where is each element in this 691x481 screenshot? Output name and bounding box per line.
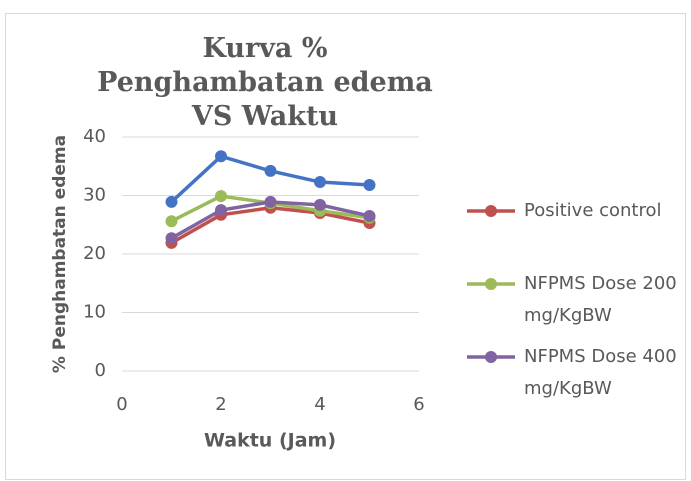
data-point — [165, 215, 178, 228]
y-axis-label: % Penghambatan edema — [50, 135, 70, 373]
data-point — [215, 204, 227, 217]
legend-label: Positive control — [524, 200, 662, 221]
y-tick-label: 0 — [95, 360, 106, 381]
legend-label: NFPMS Dose 400 mg/KgBW — [524, 346, 677, 399]
x-tick-label: 4 — [314, 394, 325, 415]
data-point — [215, 190, 227, 203]
y-tick-label: 30 — [83, 185, 106, 206]
x-tick-label: 6 — [413, 394, 424, 415]
legend-marker — [485, 351, 497, 363]
x-axis-label: Waktu (Jam) — [204, 430, 336, 452]
chart-frame — [5, 13, 686, 480]
data-point — [363, 209, 376, 222]
legend-label: NFPMS Dose 200 mg/KgBW — [524, 273, 677, 326]
y-tick-label: 10 — [83, 302, 106, 323]
data-point — [215, 150, 227, 163]
data-point — [314, 176, 326, 189]
x-tick-label: 0 — [116, 394, 127, 415]
legend-marker — [485, 278, 497, 290]
data-point — [165, 195, 178, 208]
y-tick-label: 40 — [83, 126, 106, 147]
chart-title: Kurva % Penghambatan edema VS Waktu — [97, 33, 433, 132]
x-tick-label: 2 — [215, 394, 226, 415]
data-point — [264, 164, 277, 177]
y-tick-label: 20 — [83, 243, 106, 264]
data-point — [314, 198, 326, 211]
legend-marker — [485, 205, 497, 217]
data-point — [165, 232, 178, 245]
data-point — [363, 178, 376, 191]
data-point — [264, 195, 277, 208]
